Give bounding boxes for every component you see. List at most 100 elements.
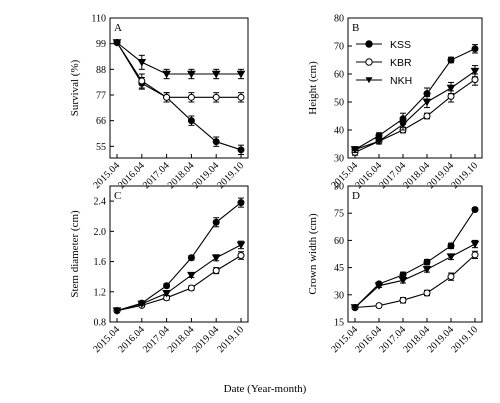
panel-a-point-nkh-4 bbox=[211, 70, 221, 79]
panel-a-letter: A bbox=[114, 22, 122, 34]
panel-b-ytick-label-5: 80 bbox=[334, 14, 344, 25]
panel-b-point-nkh-4 bbox=[446, 84, 456, 93]
panel-a-line-nkh bbox=[116, 42, 241, 75]
legend-label-kss: KSS bbox=[390, 39, 411, 51]
panel-b-line-nkh bbox=[354, 70, 476, 151]
panel-b-ytick-label-3: 60 bbox=[334, 70, 344, 81]
panel-d-point-kbr-5 bbox=[471, 251, 479, 259]
panel-c-line-kss bbox=[116, 202, 242, 312]
legend-marker-kbr bbox=[365, 58, 373, 66]
panel-c-point-kbr-3 bbox=[187, 284, 195, 292]
panel-a-ytick-label-3: 88 bbox=[96, 65, 106, 76]
panel-a-line-kbr bbox=[116, 42, 241, 98]
panel-b-frame bbox=[347, 17, 483, 159]
panel-b-point-nkh-3 bbox=[422, 98, 432, 107]
panel-b-ytick-label-1: 40 bbox=[334, 126, 344, 137]
panel-a-point-kbr-5 bbox=[237, 93, 245, 101]
panel-d-point-kss-5 bbox=[471, 206, 479, 214]
panel-c-point-nkh-0 bbox=[112, 307, 122, 315]
panel-b-point-kbr-4 bbox=[447, 92, 455, 100]
panel-b-point-nkh-1 bbox=[374, 137, 384, 146]
panel-a-point-nkh-0 bbox=[112, 39, 122, 47]
panel-d-point-nkh-1 bbox=[374, 282, 384, 290]
panel-a-ytick-label-0: 55 bbox=[96, 142, 106, 153]
panel-c-xtick-label-2: 2017.04 bbox=[141, 324, 172, 355]
panel-a-point-kbr-4 bbox=[212, 93, 220, 101]
panel-c-point-nkh-5 bbox=[236, 241, 246, 250]
panel-d-ylabel: Crown width (cm) bbox=[307, 213, 319, 295]
panel-a-point-nkh-5 bbox=[236, 70, 246, 79]
panel-c-letter: C bbox=[114, 190, 121, 202]
x-axis-title: Date (Year-month) bbox=[224, 383, 307, 395]
panel-d-ytick-label-0: 15 bbox=[334, 318, 344, 329]
panel-a-point-nkh-1 bbox=[137, 59, 147, 67]
panel-c-point-kss-2 bbox=[163, 282, 171, 290]
panel-c-ytick-label-0: 0.8 bbox=[94, 318, 107, 329]
panel-b-point-nkh-5 bbox=[470, 67, 480, 76]
panel-a-ylabel: Survival (%) bbox=[69, 59, 81, 116]
panel-a-ytick-label-4: 99 bbox=[96, 39, 106, 50]
panel-d-letter: D bbox=[352, 190, 360, 202]
panel-a-point-kbr-3 bbox=[187, 93, 195, 101]
panel-c-frame bbox=[109, 185, 249, 323]
panel-c-point-kss-5 bbox=[237, 199, 245, 207]
panel-c-point-kss-4 bbox=[212, 218, 220, 226]
panel-c-xtick-label-5: 2019.10 bbox=[215, 324, 246, 355]
panel-a-point-kbr-2 bbox=[163, 93, 171, 101]
panel-d-line-nkh bbox=[354, 243, 476, 308]
panel-d-point-kss-4 bbox=[447, 242, 455, 250]
panel-a-point-kbr-1 bbox=[138, 77, 146, 85]
panel-b-line-kss bbox=[354, 48, 476, 151]
panel-a-ytick-label-1: 66 bbox=[96, 116, 106, 127]
panel-d-xtick-label-5: 2019.10 bbox=[449, 324, 480, 355]
legend-label-nkh: NKH bbox=[390, 75, 412, 87]
panel-a-point-kss-4 bbox=[212, 138, 220, 146]
panel-d-line-kbr bbox=[354, 254, 476, 309]
panel-b-point-kbr-3 bbox=[423, 112, 431, 120]
panel-c-xtick-label-4: 2019.04 bbox=[191, 324, 222, 355]
panel-a-point-nkh-2 bbox=[162, 70, 171, 79]
panel-c-point-nkh-3 bbox=[187, 271, 196, 280]
panel-c: C 0.8 1.2 1.6 2.0 2.4 Stem diameter (cm) 2015.0… bbox=[69, 185, 249, 355]
panel-c-ytick-label-1: 1.2 bbox=[94, 287, 107, 298]
panel-b-ytick-label-0: 30 bbox=[334, 154, 344, 165]
panel-d-ytick-label-5: 90 bbox=[334, 182, 344, 193]
panel-d-line-kss bbox=[354, 209, 476, 308]
panel-d-point-kss-2 bbox=[399, 271, 407, 279]
panel-b-point-kbr-5 bbox=[471, 76, 479, 84]
panel-c-line-nkh bbox=[116, 244, 242, 312]
panel-a-frame bbox=[109, 17, 249, 159]
panel-c-xtick-label-1: 2016.04 bbox=[116, 324, 147, 355]
panel-d-point-nkh-2 bbox=[398, 276, 408, 285]
panel-a-point-nkh-3 bbox=[187, 70, 196, 79]
panel-c-xtick-label-0: 2015.04 bbox=[91, 324, 122, 355]
panel-c-line-kbr bbox=[116, 255, 242, 312]
panel-b-point-kss-4 bbox=[447, 56, 455, 64]
panel-b-line-kbr bbox=[354, 79, 476, 153]
panel-c-ytick-label-4: 2.4 bbox=[94, 197, 107, 208]
panel-d-point-kss-3 bbox=[423, 258, 431, 266]
panel-d-ytick-label-2: 45 bbox=[334, 263, 344, 274]
panel-d-point-nkh-5 bbox=[470, 240, 480, 249]
panel-d-point-nkh-3 bbox=[422, 266, 432, 274]
panel-b-ytick-label-2: 50 bbox=[334, 98, 344, 109]
panel-b-ylabel: Height (cm) bbox=[307, 61, 319, 115]
panel-c-point-nkh-1 bbox=[137, 300, 147, 309]
panel-a-ytick-label-5: 110 bbox=[91, 14, 106, 25]
panel-d-point-kbr-2 bbox=[399, 296, 407, 304]
panel-c-point-nkh-2 bbox=[162, 289, 171, 298]
panel-d-point-kbr-1 bbox=[375, 302, 383, 310]
panel-d-point-kbr-4 bbox=[447, 273, 455, 281]
panel-d-frame bbox=[347, 185, 483, 323]
panel-b-point-nkh-2 bbox=[398, 121, 408, 129]
panel-d-ytick-label-4: 75 bbox=[334, 209, 344, 220]
panel-b-ytick-label-4: 70 bbox=[334, 42, 344, 53]
panel-d-ytick-label-3: 60 bbox=[334, 236, 344, 247]
panel-b-point-kss-5 bbox=[471, 45, 479, 53]
panel-d-ytick-label-1: 30 bbox=[334, 290, 344, 301]
legend-marker-nkh bbox=[365, 77, 373, 84]
panel-b-letter: B bbox=[352, 22, 359, 34]
panel-c-ylabel: Stem diameter (cm) bbox=[69, 210, 81, 298]
